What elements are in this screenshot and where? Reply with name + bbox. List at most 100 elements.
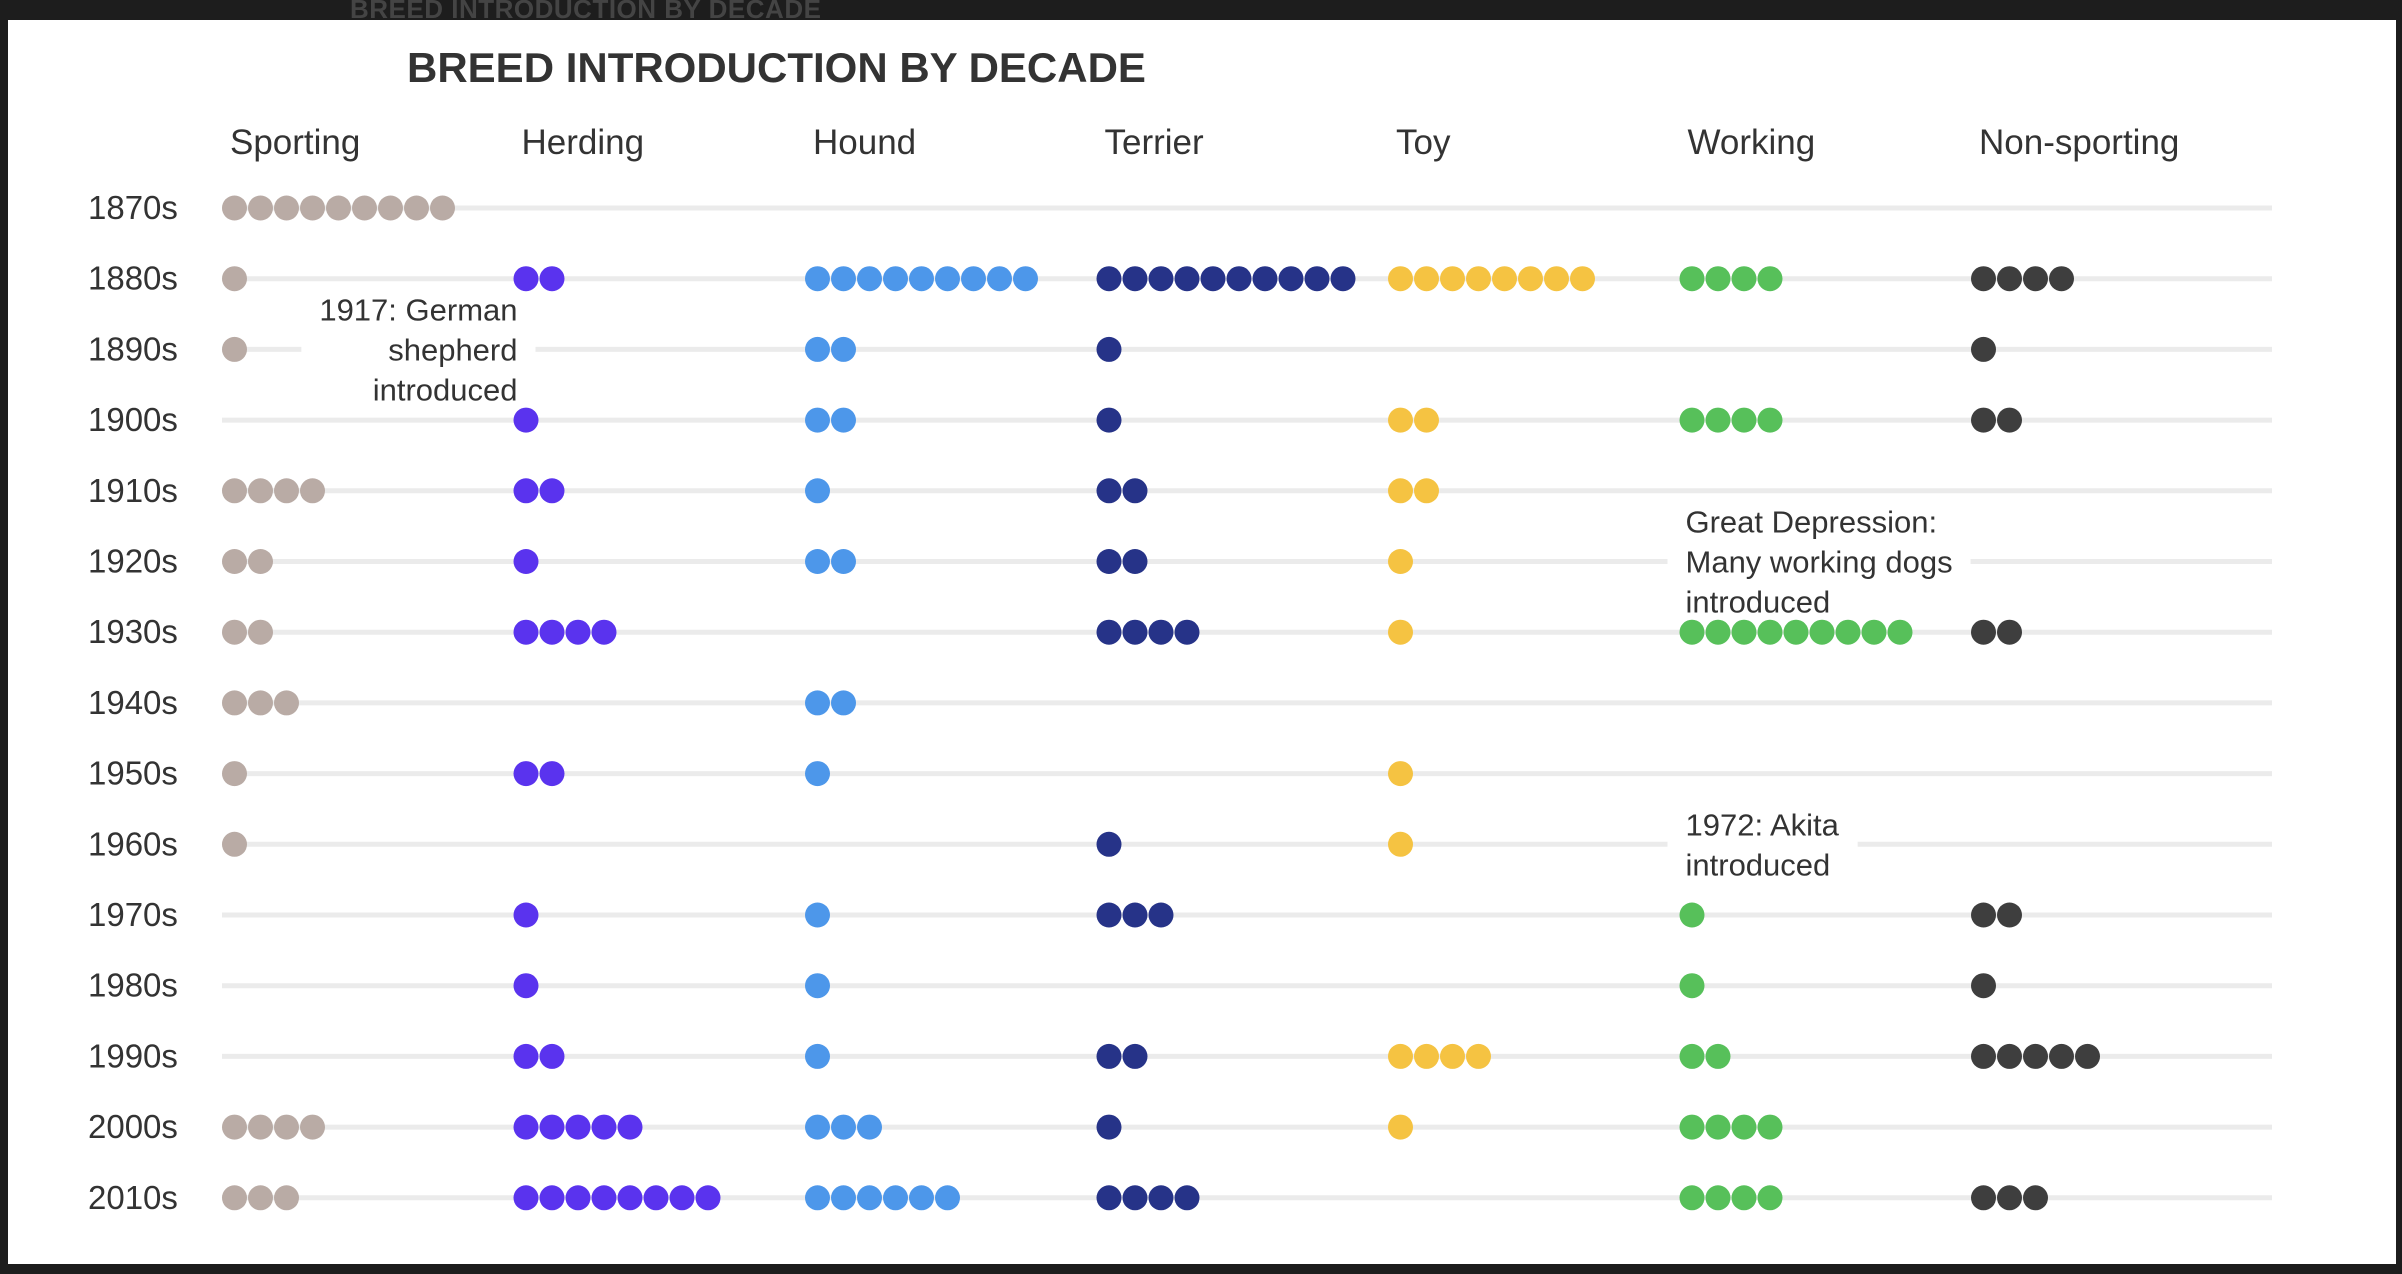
dot-terrier-1970s-1	[1096, 902, 1122, 928]
dot-herding-2000s-4	[591, 1114, 617, 1140]
dot-working-2000s-4	[1757, 1114, 1783, 1140]
dot-sporting-1870s-1	[222, 195, 247, 221]
dot-matrix-chart: BREED INTRODUCTION BY DECADE Sporting Her…	[88, 44, 2272, 1216]
dot-sporting-1910s-4	[300, 478, 325, 504]
decade-label-1880s: 1880s	[88, 260, 178, 297]
dot-toy-1900s-1	[1388, 407, 1413, 433]
dot-hound-2010s-1	[805, 1185, 830, 1211]
dot-working-2000s-2	[1705, 1114, 1731, 1140]
chart-title: BREED INTRODUCTION BY DECADE	[407, 44, 1146, 91]
dot-hound-2010s-4	[883, 1185, 908, 1211]
decade-label-2010s: 2010s	[88, 1179, 178, 1216]
dot-herding-2000s-5	[617, 1114, 643, 1140]
dot-working-2010s-2	[1705, 1185, 1731, 1211]
dot-toy-1990s-1	[1388, 1043, 1413, 1069]
dot-terrier-1880s-3	[1148, 266, 1174, 292]
dot-terrier-1880s-7	[1252, 266, 1278, 292]
dot-terrier-1880s-5	[1200, 266, 1226, 292]
group-label-toy: Toy	[1396, 123, 1451, 162]
dot-terrier-1920s-2	[1122, 549, 1148, 574]
dot-toy-1910s-1	[1388, 478, 1413, 504]
dot-herding-2010s-4	[591, 1185, 617, 1211]
dot-herding-2010s-6	[643, 1185, 669, 1211]
dot-hound-1880s-3	[857, 266, 882, 292]
dot-terrier-1970s-2	[1122, 902, 1148, 928]
dot-sporting-1870s-7	[378, 195, 403, 221]
dot-hound-1880s-8	[987, 266, 1012, 292]
dot-working-1970s-1	[1679, 902, 1705, 928]
dot-non-sporting-1900s-1	[1971, 407, 1996, 433]
decade-label-1930s: 1930s	[88, 613, 178, 650]
annotation-1-line-2: shepherd	[388, 332, 517, 367]
annotation-1: 1917: German shepherd introduced	[319, 292, 517, 407]
dot-hound-1880s-7	[961, 266, 986, 292]
dot-working-1880s-1	[1679, 266, 1705, 292]
annotation-3-line-2: introduced	[1686, 847, 1831, 882]
dot-toy-1880s-5	[1492, 266, 1517, 292]
dot-herding-1930s-3	[565, 619, 591, 645]
dot-sporting-1940s-3	[274, 690, 299, 716]
dot-hound-2010s-6	[935, 1185, 960, 1211]
dot-herding-1910s-2	[539, 478, 565, 504]
dot-herding-1990s-2	[539, 1043, 565, 1069]
dot-working-1930s-7	[1835, 619, 1861, 645]
decade-label-1960s: 1960s	[88, 825, 178, 862]
dot-hound-2000s-2	[831, 1114, 856, 1140]
decade-labels: 1870s 1880s 1890s 1900s 1910s 1920s 1930s 1940s…	[88, 189, 178, 1216]
dot-terrier-1880s-2	[1122, 266, 1148, 292]
dot-working-1930s-4	[1757, 619, 1783, 645]
chart-frame: BREED INTRODUCTION BY DECADE Sporting Her…	[8, 20, 2396, 1264]
dot-toy-1960s-1	[1388, 831, 1413, 857]
dot-herding-1930s-2	[539, 619, 565, 645]
dot-working-1930s-2	[1705, 619, 1731, 645]
dot-terrier-1920s-1	[1096, 549, 1122, 574]
dot-working-2010s-4	[1757, 1185, 1783, 1211]
dot-hound-1990s-1	[805, 1043, 830, 1069]
dot-working-1930s-9	[1887, 619, 1913, 645]
dot-terrier-1910s-2	[1122, 478, 1148, 504]
dot-non-sporting-1990s-4	[2049, 1043, 2074, 1069]
background-window-strip: BREED INTRODUCTION BY DECADE	[0, 0, 2402, 20]
dot-terrier-1880s-10	[1330, 266, 1356, 292]
dot-herding-2000s-1	[513, 1114, 539, 1140]
dot-sporting-2000s-2	[248, 1114, 273, 1140]
group-label-terrier: Terrier	[1105, 123, 1205, 162]
dot-toy-1990s-2	[1414, 1043, 1439, 1069]
dot-toy-1880s-4	[1466, 266, 1491, 292]
dot-terrier-2010s-4	[1174, 1185, 1200, 1211]
dot-sporting-2010s-3	[274, 1185, 299, 1211]
dot-terrier-1880s-8	[1278, 266, 1304, 292]
dot-working-2010s-1	[1679, 1185, 1705, 1211]
dot-toy-1880s-3	[1440, 266, 1465, 292]
dot-non-sporting-1900s-2	[1997, 407, 2022, 433]
dot-herding-1950s-2	[539, 761, 565, 787]
dot-hound-1970s-1	[805, 902, 830, 928]
dot-hound-1880s-2	[831, 266, 856, 292]
dot-hound-1940s-2	[831, 690, 856, 716]
dot-herding-2000s-2	[539, 1114, 565, 1140]
dot-sporting-1960s-1	[222, 831, 247, 857]
dot-hound-1950s-1	[805, 761, 830, 787]
dot-hound-1890s-2	[831, 336, 856, 362]
dot-working-1980s-1	[1679, 973, 1705, 999]
dot-hound-1920s-1	[805, 549, 830, 574]
dot-terrier-2000s-1	[1096, 1114, 1122, 1140]
group-label-working: Working	[1688, 123, 1816, 162]
dot-sporting-1870s-6	[352, 195, 377, 221]
dot-working-1990s-1	[1679, 1043, 1705, 1069]
dot-hound-1890s-1	[805, 336, 830, 362]
dot-non-sporting-1880s-3	[2023, 266, 2048, 292]
dot-hound-1900s-1	[805, 407, 830, 433]
dot-terrier-1930s-2	[1122, 619, 1148, 645]
annotation-2-line-2: Many working dogs	[1686, 545, 1953, 580]
dot-toy-1950s-1	[1388, 761, 1413, 787]
dot-working-1930s-6	[1809, 619, 1835, 645]
dot-toy-1880s-7	[1544, 266, 1569, 292]
dot-toy-1900s-2	[1414, 407, 1439, 433]
dot-hound-1880s-9	[1013, 266, 1038, 292]
dot-sporting-2010s-2	[248, 1185, 273, 1211]
dot-toy-1990s-3	[1440, 1043, 1465, 1069]
dot-sporting-1950s-1	[222, 761, 247, 787]
dot-sporting-2000s-4	[300, 1114, 325, 1140]
